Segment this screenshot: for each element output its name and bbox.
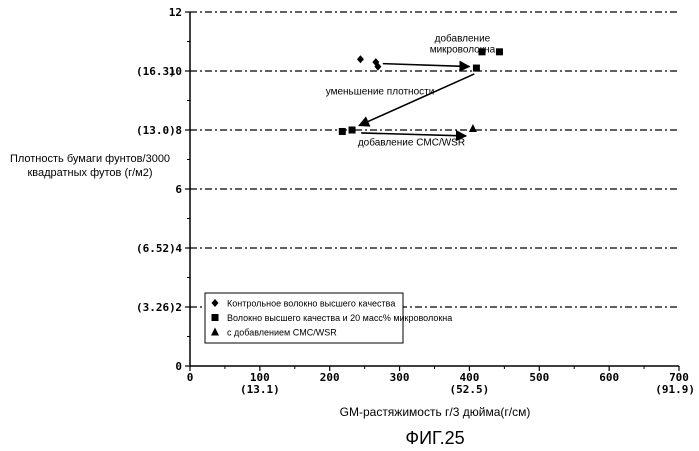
x-alt-tick-label: (52.5): [450, 383, 490, 396]
data-point-series-2: [349, 127, 356, 134]
legend-marker-square: [212, 314, 219, 321]
legend-entry: с добавлением CMC/WSR: [227, 328, 337, 338]
annotation-label: микроволокна: [430, 45, 496, 56]
annotation-arrow-1: [383, 64, 470, 67]
y-tick-label-6: 6: [175, 183, 182, 196]
annotation-arrow-2: [359, 74, 474, 126]
annotation-label: уменьшение плотности: [326, 87, 435, 98]
x-tick-label-200: 200: [320, 371, 340, 384]
y-alt-tick-label: (6.52): [136, 242, 176, 255]
x-alt-tick-label: (91.9): [655, 383, 695, 396]
data-point-series-2: [339, 128, 346, 135]
x-tick-label-600: 600: [599, 371, 619, 384]
y-alt-tick-label: (16.3): [136, 65, 176, 78]
y-tick-label-0: 0: [175, 360, 182, 373]
y-tick-label-2: 2: [175, 301, 182, 314]
data-point-series-1: [357, 55, 364, 63]
y-tick-label-12: 12: [169, 6, 182, 19]
annotation-label: добавление: [435, 33, 491, 45]
figure-label: ФИГ.25: [190, 428, 680, 449]
data-point-series-2: [496, 48, 503, 55]
legend-entry: Волокно высшего качества и 20 масс% микр…: [227, 313, 452, 323]
y-alt-tick-label: (13.0): [136, 124, 176, 137]
y-tick-label-8: 8: [175, 124, 182, 137]
y-axis-label: Плотность бумаги фунтов/3000 квадратных …: [2, 152, 178, 180]
y-alt-tick-label: (3.26): [136, 301, 176, 314]
x-axis-label: GM-растяжимость г/3 дюйма(г/см): [190, 405, 680, 419]
x-tick-label-300: 300: [390, 371, 410, 384]
x-tick-label-500: 500: [529, 371, 549, 384]
annotation-label: добавление CMC/WSR: [358, 136, 465, 148]
x-alt-tick-label: (13.1): [240, 383, 280, 396]
y-tick-label-4: 4: [175, 242, 182, 255]
x-tick-label-0: 0: [187, 371, 194, 384]
data-point-series-3: [469, 124, 477, 132]
legend-entry: Контрольное волокно высшего качества: [227, 299, 395, 309]
annotation-arrow-3: [361, 133, 466, 136]
data-point-series-2: [473, 65, 480, 72]
